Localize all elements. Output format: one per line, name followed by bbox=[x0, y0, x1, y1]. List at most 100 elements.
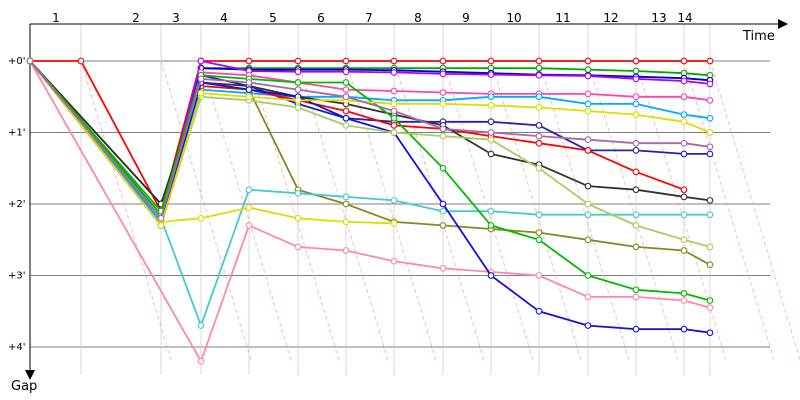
series-line bbox=[29, 60, 711, 334]
data-point bbox=[632, 293, 640, 301]
lap-tick-label: 10 bbox=[506, 11, 521, 25]
data-point bbox=[197, 357, 205, 365]
data-point bbox=[680, 186, 688, 194]
data-point bbox=[390, 257, 398, 265]
data-point bbox=[632, 57, 640, 65]
data-point bbox=[584, 57, 592, 65]
data-point bbox=[706, 96, 714, 104]
data-point bbox=[342, 86, 350, 93]
data-point bbox=[535, 211, 543, 219]
data-point bbox=[584, 322, 592, 329]
gap-tick-label: +0' bbox=[8, 56, 26, 67]
data-point bbox=[584, 66, 592, 73]
data-point bbox=[294, 189, 302, 197]
data-point bbox=[439, 222, 447, 229]
data-point bbox=[245, 93, 253, 101]
data-point bbox=[584, 272, 592, 279]
data-point bbox=[26, 57, 34, 65]
data-point bbox=[342, 57, 350, 65]
time-axis-arrow-icon bbox=[778, 19, 788, 29]
lap-tick-label: 6 bbox=[317, 11, 325, 25]
data-point bbox=[680, 297, 688, 304]
gap-tick-labels: +0' +1' +2' +3' +4' bbox=[8, 56, 26, 353]
data-point bbox=[342, 93, 350, 101]
data-point bbox=[680, 211, 688, 219]
data-point bbox=[390, 114, 398, 122]
data-point bbox=[584, 72, 592, 80]
series-line bbox=[29, 60, 710, 227]
lap-tick-label: 3 bbox=[172, 11, 180, 25]
data-point bbox=[342, 114, 350, 122]
data-point bbox=[535, 164, 543, 172]
lap-guide-line bbox=[683, 60, 775, 361]
series-line bbox=[29, 60, 711, 363]
data-point bbox=[535, 121, 543, 129]
data-point bbox=[632, 186, 640, 194]
data-point bbox=[342, 200, 350, 208]
series-line bbox=[160, 206, 395, 225]
data-point bbox=[632, 67, 640, 75]
data-point bbox=[342, 79, 350, 86]
series-line bbox=[29, 60, 711, 216]
data-point bbox=[245, 79, 253, 86]
lap-guide-line bbox=[538, 60, 630, 361]
data-point bbox=[632, 286, 640, 294]
data-point bbox=[535, 229, 543, 236]
lap-tick-label: 7 bbox=[365, 11, 373, 25]
data-point bbox=[439, 132, 447, 140]
data-point bbox=[584, 107, 592, 115]
data-point bbox=[487, 207, 495, 215]
data-point bbox=[439, 200, 447, 208]
data-point bbox=[342, 107, 350, 115]
lap-tick-label: 2 bbox=[132, 11, 140, 25]
data-point bbox=[245, 186, 253, 194]
data-point bbox=[584, 136, 592, 143]
lap-guide-line bbox=[490, 60, 582, 361]
data-point bbox=[342, 121, 350, 129]
lap-guide-line bbox=[160, 60, 252, 361]
series-lines bbox=[26, 57, 714, 365]
series-line bbox=[29, 60, 711, 220]
data-point bbox=[487, 272, 495, 279]
data-point bbox=[632, 93, 640, 101]
data-point bbox=[294, 79, 302, 86]
data-point bbox=[487, 150, 495, 158]
lap-guide-line bbox=[709, 60, 800, 361]
lap-guide-line bbox=[587, 60, 679, 361]
data-point bbox=[439, 207, 447, 215]
data-point bbox=[245, 57, 253, 65]
data-point bbox=[342, 193, 350, 201]
data-point bbox=[632, 75, 640, 83]
data-point bbox=[680, 93, 688, 101]
data-point bbox=[487, 136, 495, 143]
data-point bbox=[584, 90, 592, 98]
data-point bbox=[632, 111, 640, 118]
data-point bbox=[390, 100, 398, 108]
data-point bbox=[197, 89, 205, 97]
data-point bbox=[342, 68, 350, 76]
data-point bbox=[390, 57, 398, 65]
data-point bbox=[706, 143, 714, 151]
lap-guide-line bbox=[80, 60, 172, 361]
data-point bbox=[390, 121, 398, 129]
data-point bbox=[439, 70, 447, 78]
data-point bbox=[680, 150, 688, 158]
data-point bbox=[584, 182, 592, 190]
data-point bbox=[390, 69, 398, 76]
data-point bbox=[632, 243, 640, 251]
data-point bbox=[197, 214, 205, 222]
series-line bbox=[29, 60, 711, 220]
data-point bbox=[390, 107, 398, 115]
data-point bbox=[706, 197, 714, 204]
data-point bbox=[680, 325, 688, 333]
gap-tick-label: +1' bbox=[8, 128, 26, 139]
data-point bbox=[632, 222, 640, 229]
data-point bbox=[632, 100, 640, 108]
data-point bbox=[706, 261, 714, 269]
data-point bbox=[632, 325, 640, 333]
data-point bbox=[439, 89, 447, 96]
data-point bbox=[706, 304, 714, 312]
data-point bbox=[680, 236, 688, 244]
data-point bbox=[294, 243, 302, 251]
data-point bbox=[584, 200, 592, 208]
